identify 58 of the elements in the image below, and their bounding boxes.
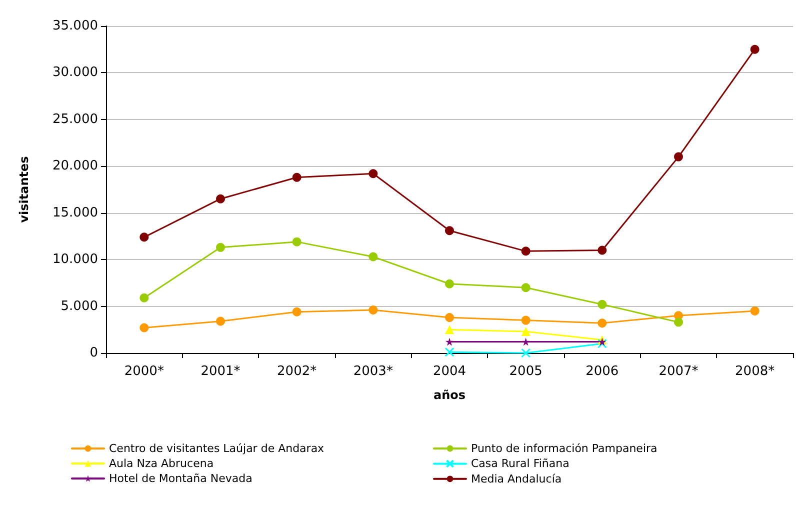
legend-label: Media Andalucía <box>471 472 562 486</box>
point <box>216 316 225 326</box>
x-tick-label: 2006 <box>586 364 619 379</box>
point <box>598 246 607 255</box>
point <box>368 169 378 178</box>
point <box>216 242 225 252</box>
point <box>446 338 454 346</box>
y-axis-title: visitantes <box>17 156 31 223</box>
point <box>368 306 378 315</box>
x-tick-label: 2003* <box>353 364 394 379</box>
y-tick-label: 20.000 <box>52 158 98 174</box>
x-tick-label: 2001* <box>200 364 241 379</box>
point <box>598 300 607 309</box>
x-tick-label: 2008* <box>735 364 776 379</box>
legend-label: Centro de visitantes Laújar de Andarax <box>109 442 325 455</box>
point <box>444 347 454 357</box>
legend-label: Casa Rural Fiñana <box>471 457 570 470</box>
point <box>750 306 760 316</box>
legend-label: Aula Nza Abrucena <box>109 457 214 470</box>
y-tick-label: 15.000 <box>52 205 98 220</box>
point <box>445 313 454 322</box>
point <box>140 232 149 242</box>
point <box>521 283 530 292</box>
legend-label: Hotel de Montaña Nevada <box>109 472 252 485</box>
legend-label: Punto de información Pampaneira <box>471 442 658 455</box>
y-tick-label: 5.000 <box>60 298 98 314</box>
y-tick-label: 0 <box>90 346 98 360</box>
point <box>598 318 607 328</box>
y-tick-label: 10.000 <box>52 252 98 268</box>
point <box>750 44 760 54</box>
point <box>292 172 302 182</box>
point <box>292 307 302 316</box>
point <box>521 327 530 336</box>
point <box>368 252 378 262</box>
point <box>674 318 683 327</box>
point <box>597 338 607 348</box>
point <box>445 279 454 288</box>
y-tick-label: 30.000 <box>52 65 98 80</box>
point <box>292 237 302 246</box>
point <box>445 325 454 334</box>
point <box>521 246 530 256</box>
point <box>445 226 454 236</box>
point <box>598 338 606 346</box>
x-tick-label: 2005 <box>509 364 542 379</box>
x-tick-label: 2002* <box>277 364 318 379</box>
x-tick-label: 2007* <box>658 364 699 379</box>
y-tick-label: 25.000 <box>52 112 98 127</box>
y-tick-label: 35.000 <box>52 18 98 34</box>
point <box>140 323 149 332</box>
x-tick-label: 2000* <box>124 364 164 379</box>
point <box>521 316 530 325</box>
x-tick-label: 2004 <box>432 364 466 379</box>
point <box>216 194 225 204</box>
point <box>140 293 149 302</box>
point <box>522 338 530 346</box>
point <box>521 348 531 358</box>
x-axis-title: años <box>433 388 466 402</box>
point <box>674 152 683 162</box>
